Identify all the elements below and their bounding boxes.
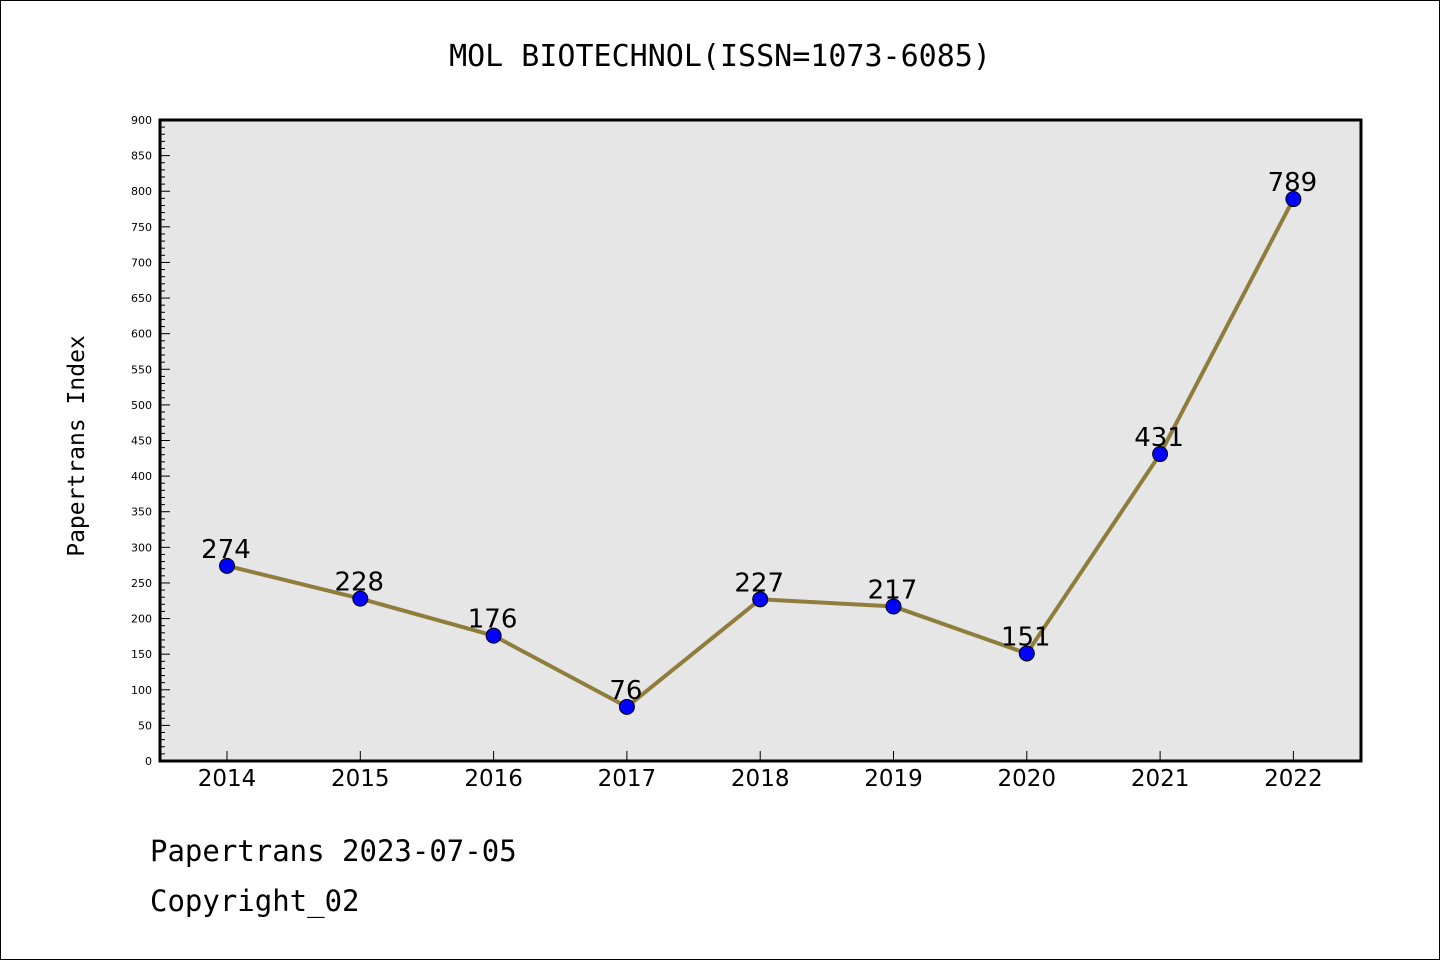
- y-tick-label: 100: [131, 684, 152, 697]
- plot-border: [158, 118, 1363, 763]
- chart-title: MOL BIOTECHNOL(ISSN=1073-6085): [449, 39, 991, 74]
- data-point: [1285, 191, 1302, 208]
- data-point: [352, 590, 369, 607]
- data-label: 227: [734, 568, 784, 598]
- data-label: 228: [334, 568, 384, 598]
- data-point: [885, 598, 902, 615]
- y-tick-label: 450: [131, 435, 152, 448]
- y-tick-label: 400: [131, 470, 152, 483]
- y-tick-label: 200: [131, 613, 152, 626]
- x-tick-label: 2020: [998, 766, 1057, 792]
- x-axis: 2014 2015 2016 2017 2018 2019 2020 2021 2022: [198, 751, 1323, 792]
- y-tick-label: 0: [145, 755, 152, 768]
- data-label: 76: [609, 676, 642, 706]
- y-tick-label: 500: [131, 399, 152, 412]
- x-tick-label: 2021: [1131, 766, 1190, 792]
- footer-date: Papertrans 2023-07-05: [150, 834, 517, 868]
- y-tick-label: 300: [131, 541, 152, 554]
- data-point: [1152, 446, 1169, 463]
- data-label: 274: [201, 535, 251, 565]
- y-tick-label: 850: [131, 150, 152, 163]
- plot-area: [160, 120, 1361, 761]
- y-axis-label: Papertrans Index: [64, 335, 90, 557]
- data-point: [1018, 645, 1035, 662]
- y-tick-label: 350: [131, 506, 152, 519]
- y-tick-label: 650: [131, 292, 152, 305]
- x-tick-label: 2017: [598, 766, 657, 792]
- y-axis: 0 50 100 150 200 250 300 350 400 450 500 550 600 650 7…: [131, 114, 170, 768]
- data-point: [752, 591, 769, 608]
- y-tick-label: 800: [131, 185, 152, 198]
- data-label: 176: [468, 605, 518, 635]
- data-points: [219, 191, 1302, 715]
- y-tick-label: 50: [138, 719, 152, 732]
- data-point: [485, 627, 502, 644]
- x-tick-label: 2015: [331, 766, 390, 792]
- y-tick-label: 550: [131, 363, 152, 376]
- y-tick-label: 600: [131, 328, 152, 341]
- y-tick-label: 750: [131, 221, 152, 234]
- data-labels: 274 228 176 76 227 217 151 431 789: [201, 168, 1317, 706]
- data-label: 151: [1001, 622, 1051, 652]
- x-tick-label: 2022: [1264, 766, 1323, 792]
- x-tick-label: 2018: [731, 766, 790, 792]
- data-label: 217: [868, 575, 918, 605]
- data-label: 431: [1134, 423, 1184, 453]
- x-tick-label: 2014: [198, 766, 257, 792]
- data-point: [618, 698, 635, 715]
- y-tick-label: 250: [131, 577, 152, 590]
- data-label: 789: [1268, 168, 1318, 198]
- x-tick-label: 2019: [864, 766, 923, 792]
- y-tick-label: 700: [131, 256, 152, 269]
- footer-copyright: Copyright_02: [150, 884, 360, 918]
- y-tick-label: 900: [131, 114, 152, 127]
- y-tick-label: 150: [131, 648, 152, 661]
- data-point: [219, 557, 235, 574]
- x-tick-label: 2016: [464, 766, 523, 792]
